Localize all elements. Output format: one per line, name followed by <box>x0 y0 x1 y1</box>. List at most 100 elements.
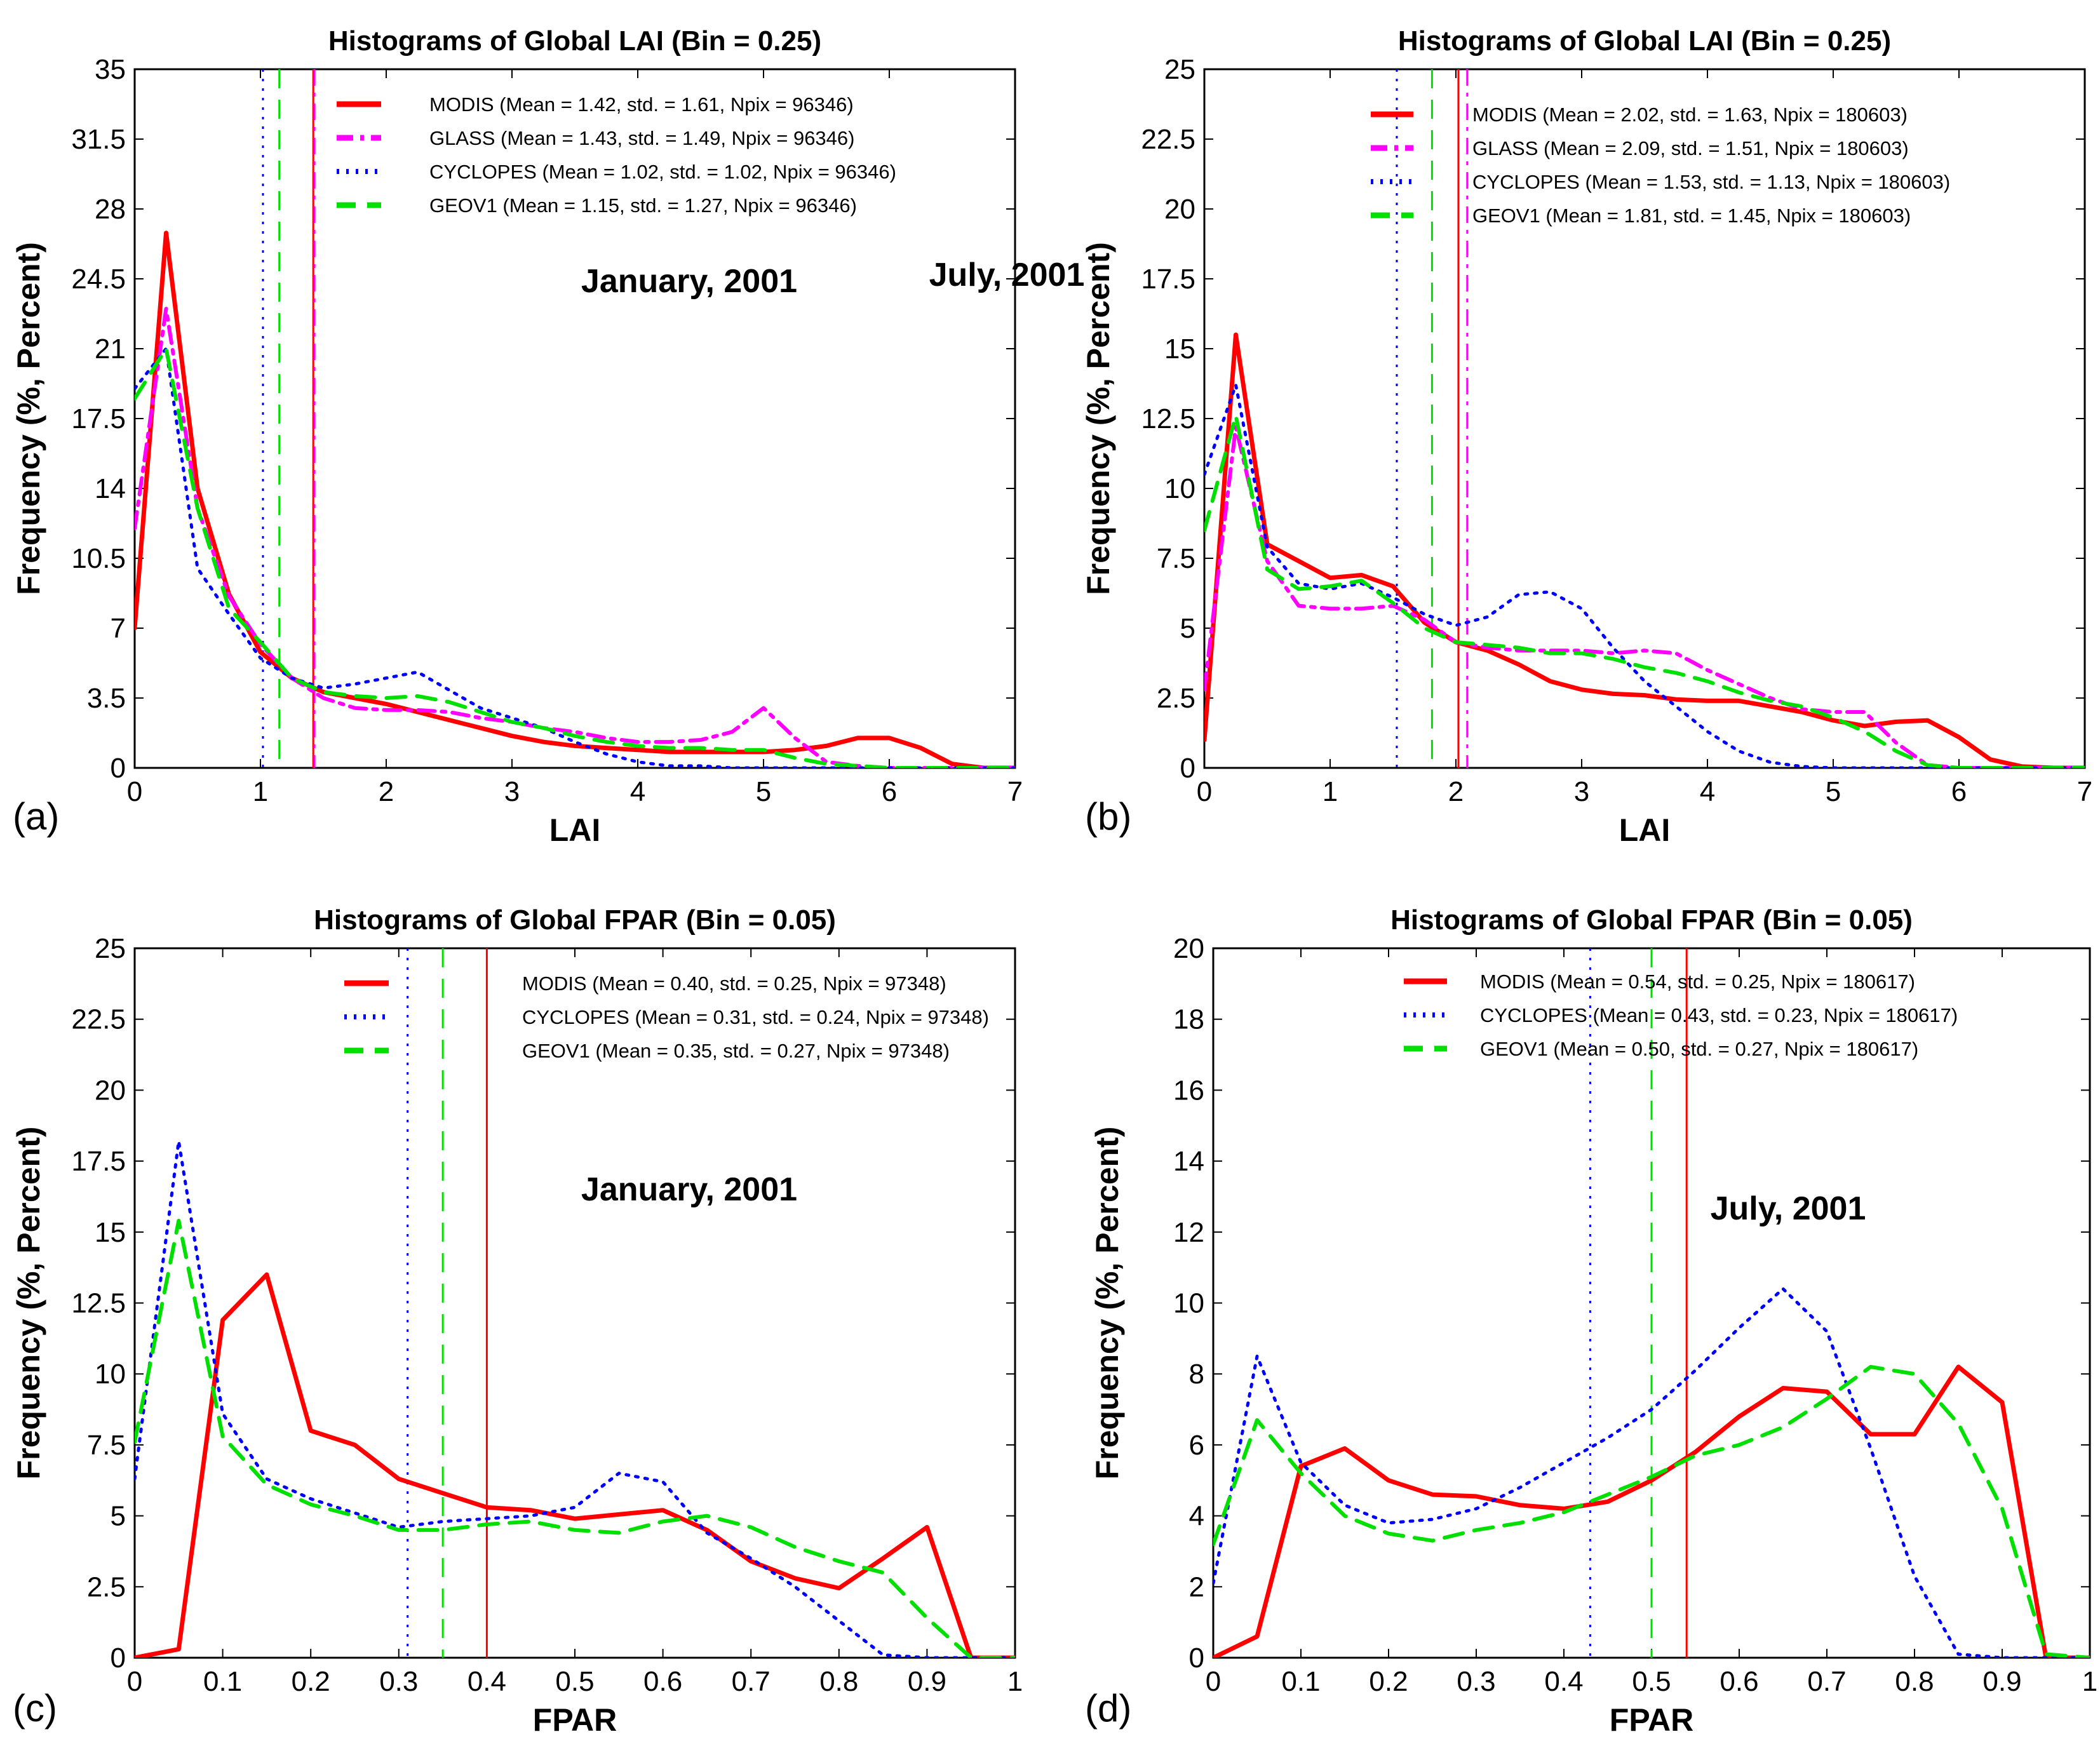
y-tick-label: 18 <box>1173 1004 1204 1035</box>
y-tick-label: 25 <box>95 933 126 964</box>
x-tick-label: 0.6 <box>643 1666 682 1697</box>
x-tick-label: 0.5 <box>1632 1666 1671 1697</box>
x-tick-label: 7 <box>1007 776 1023 807</box>
y-tick-label: 7.5 <box>1157 543 1195 574</box>
y-tick-label: 20 <box>1173 933 1204 964</box>
x-tick-label: 0.4 <box>1544 1666 1583 1697</box>
geov1-series-line <box>135 1218 1015 1658</box>
y-tick-label: 12.5 <box>71 1288 126 1319</box>
x-tick-label: 5 <box>1826 776 1841 807</box>
cyclopes-series-line <box>1213 1287 2090 1658</box>
x-tick-label: 0.3 <box>1457 1666 1495 1697</box>
y-tick-label: 17.5 <box>1141 264 1195 295</box>
modis-series-line <box>1213 1364 2090 1658</box>
y-tick-label: 5 <box>1180 613 1195 644</box>
legend-label-glass: GLASS (Mean = 2.09, std. = 1.51, Npix = … <box>1472 137 1909 159</box>
x-tick-label: 2 <box>379 776 394 807</box>
x-tick-label: 0.9 <box>908 1666 946 1697</box>
y-tick-label: 25 <box>1164 54 1195 85</box>
geov1-series-line <box>1213 1365 2090 1658</box>
x-tick-label: 1 <box>253 776 268 807</box>
x-tick-label: 0 <box>127 1666 142 1697</box>
x-tick-label: 4 <box>630 776 645 807</box>
y-tick-label: 16 <box>1173 1075 1204 1106</box>
month-annotation: January, 2001 <box>581 1171 797 1208</box>
x-tick-label: 2 <box>1448 776 1464 807</box>
y-tick-label: 17.5 <box>71 1146 126 1177</box>
y-tick-label: 2.5 <box>87 1571 126 1602</box>
cyclopes-series-line <box>1204 383 2085 768</box>
legend-label-cyclopes: CYCLOPES (Mean = 0.31, std. = 0.24, Npix… <box>522 1006 989 1028</box>
y-tick-label: 15 <box>1164 333 1195 365</box>
y-tick-label: 3.5 <box>87 683 126 714</box>
y-tick-label: 14 <box>1173 1146 1204 1177</box>
x-tick-label: 0.7 <box>732 1666 771 1697</box>
plot-area <box>135 1139 1015 1658</box>
glass-series-line <box>135 307 1015 768</box>
x-tick-label: 1 <box>1323 776 1338 807</box>
legend-label-geov1: GEOV1 (Mean = 0.35, std. = 0.27, Npix = … <box>522 1040 950 1062</box>
y-axis-label: Frequency (%, Percent) <box>11 1127 46 1480</box>
legend-label-modis: MODIS (Mean = 0.54, std. = 0.25, Npix = … <box>1480 971 1915 993</box>
y-tick-label: 31.5 <box>71 124 126 155</box>
y-tick-label: 22.5 <box>71 1004 126 1035</box>
plot-area <box>1204 332 2085 768</box>
x-axis-label: FPAR <box>533 1702 617 1738</box>
x-tick-label: 0.1 <box>1281 1666 1320 1697</box>
y-tick-label: 15 <box>95 1217 126 1248</box>
y-tick-label: 0 <box>1189 1642 1204 1674</box>
y-tick-label: 22.5 <box>1141 124 1195 155</box>
x-tick-label: 0.2 <box>292 1666 330 1697</box>
x-tick-label: 0.6 <box>1720 1666 1758 1697</box>
x-axis-label: LAI <box>549 812 601 848</box>
x-tick-label: 0.5 <box>555 1666 594 1697</box>
y-tick-label: 0 <box>111 1642 126 1674</box>
y-tick-label: 10 <box>1173 1288 1204 1319</box>
legend-label-cyclopes: CYCLOPES (Mean = 1.02, std. = 1.02, Npix… <box>429 161 896 183</box>
y-tick-label: 21 <box>95 333 126 365</box>
x-axis-label: FPAR <box>1610 1702 1693 1738</box>
y-tick-label: 17.5 <box>71 403 126 434</box>
plot-area <box>1213 1287 2090 1658</box>
x-tick-label: 5 <box>756 776 771 807</box>
y-tick-label: 5 <box>111 1501 126 1532</box>
geov1-series-line <box>135 347 1015 768</box>
y-tick-label: 0 <box>111 753 126 784</box>
y-tick-label: 10 <box>95 1359 126 1390</box>
chart-title: Histograms of Global LAI (Bin = 0.25) <box>1398 25 1891 57</box>
x-tick-label: 0.8 <box>1895 1666 1934 1697</box>
legend-label-geov1: GEOV1 (Mean = 0.50, std. = 0.27, Npix = … <box>1480 1038 1918 1060</box>
y-tick-label: 28 <box>95 194 126 225</box>
glass-series-line <box>1204 425 2085 768</box>
x-tick-label: 0 <box>1206 1666 1221 1697</box>
legend-label-geov1: GEOV1 (Mean = 1.81, std. = 1.45, Npix = … <box>1472 205 1911 227</box>
x-tick-label: 6 <box>882 776 897 807</box>
chart-title: Histograms of Global LAI (Bin = 0.25) <box>328 25 821 57</box>
y-tick-label: 20 <box>95 1075 126 1106</box>
x-tick-label: 0.3 <box>379 1666 418 1697</box>
x-tick-label: 6 <box>1951 776 1967 807</box>
panel-label: (b) <box>1085 795 1131 838</box>
y-tick-label: 6 <box>1189 1430 1204 1461</box>
y-axis-label: Frequency (%, Percent) <box>1089 1127 1125 1480</box>
y-tick-label: 10 <box>1164 473 1195 504</box>
y-tick-label: 14 <box>95 473 126 504</box>
cyclopes-series-line <box>135 347 1015 768</box>
x-tick-label: 0.4 <box>468 1666 506 1697</box>
cyclopes-series-line <box>135 1139 1015 1658</box>
month-annotation: July, 2001 <box>929 257 1085 293</box>
legend-label-modis: MODIS (Mean = 1.42, std. = 1.61, Npix = … <box>429 93 854 116</box>
panel-label: (c) <box>13 1687 57 1729</box>
legend-label-cyclopes: CYCLOPES (Mean = 0.43, std. = 0.23, Npix… <box>1480 1004 1958 1026</box>
panel-label: (a) <box>13 795 59 838</box>
y-axis-label: Frequency (%, Percent) <box>11 242 46 595</box>
x-tick-label: 3 <box>504 776 520 807</box>
y-tick-label: 4 <box>1189 1501 1204 1532</box>
y-tick-label: 12.5 <box>1141 403 1195 434</box>
x-tick-label: 1 <box>1007 1666 1023 1697</box>
month-annotation: January, 2001 <box>581 263 797 300</box>
y-tick-label: 8 <box>1189 1359 1204 1390</box>
modis-series-line <box>135 1272 1015 1658</box>
y-tick-label: 12 <box>1173 1217 1204 1248</box>
geov1-series-line <box>1204 413 2085 768</box>
